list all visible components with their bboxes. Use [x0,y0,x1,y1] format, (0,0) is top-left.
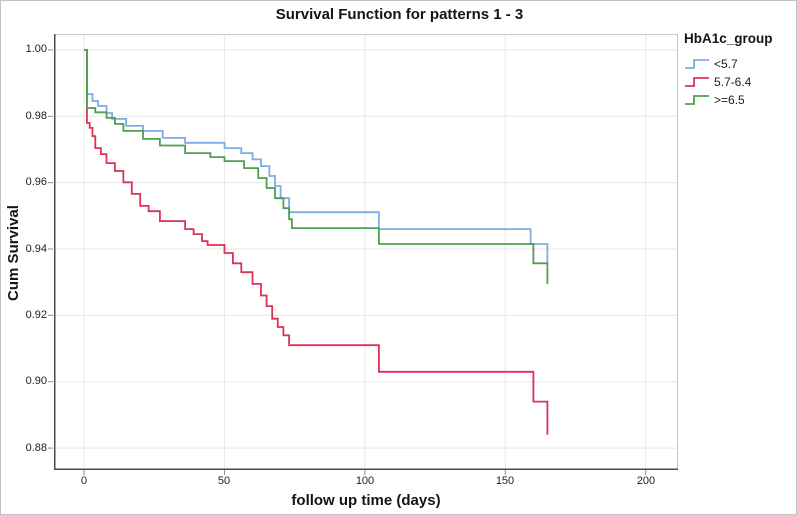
y-tick-label: 0.94 [25,243,47,255]
legend-items: <5.7 5.7-6.4 >=6.5 [684,55,796,109]
y-tick-label: 0.92 [25,309,47,321]
legend-item: 5.7-6.4 [684,73,796,91]
legend-label: >=6.5 [714,93,745,107]
survival-curve-<5.7 [84,49,549,264]
y-tick-label: 0.96 [25,176,47,188]
y-tick-label: 1.00 [25,43,47,55]
legend: HbA1c_group <5.7 5.7-6.4 >=6.5 [684,31,796,109]
survival-curve->=6.5 [84,49,549,284]
plot-area [48,34,678,475]
x-tick-label: 150 [495,475,515,487]
legend-label: 5.7-6.4 [714,75,752,89]
legend-item: <5.7 [684,55,796,73]
chart-title: Survival Function for patterns 1 - 3 [275,6,524,23]
x-tick-label: 200 [636,475,656,487]
y-tick-label: 0.98 [25,110,47,122]
x-tick-label: 0 [80,475,88,487]
legend-step-line-icon [685,77,709,87]
y-tick-label: 0.90 [25,375,47,387]
x-tick-label: 50 [217,475,231,487]
legend-label: <5.7 [714,57,738,71]
x-axis-title: follow up time (days) [291,492,441,509]
y-tick-label: 0.88 [25,442,47,454]
legend-step-line-icon [685,59,709,69]
legend-item: >=6.5 [684,91,796,109]
legend-title: HbA1c_group [684,31,773,46]
x-tick-label: 100 [355,475,375,487]
legend-step-line-icon [685,95,709,105]
survival-curve-5.7-6.4 [84,49,549,435]
